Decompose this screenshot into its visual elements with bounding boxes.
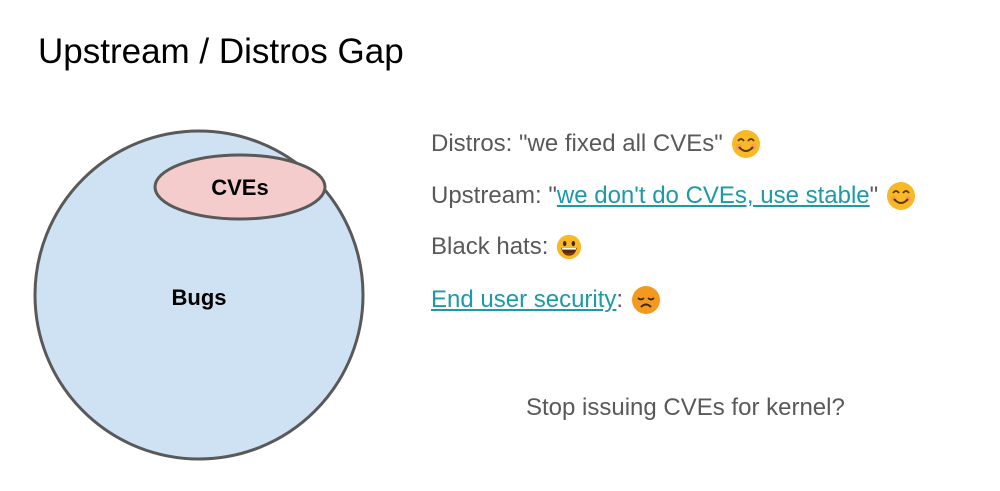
smiling-face-icon (731, 130, 760, 158)
venn-diagram: CVEs Bugs (33, 129, 365, 461)
closing-question: Stop issuing CVEs for kernel? (526, 394, 845, 421)
slide-title: Upstream / Distros Gap (38, 32, 404, 71)
stable-link[interactable]: we don't do CVEs, use stable (556, 182, 870, 209)
line-suffix: : (616, 286, 624, 313)
line-upstream: Upstream: " we don't do CVEs, use stable " (431, 181, 916, 211)
line-text: Black hats: (431, 233, 549, 260)
line-text: Distros: "we fixed all CVEs" (431, 130, 723, 157)
smiling-face-icon (887, 182, 916, 210)
line-end-user: End user security: (431, 285, 661, 315)
line-suffix: " (869, 182, 879, 209)
line-distros: Distros: "we fixed all CVEs" (431, 129, 761, 159)
bugs-label: Bugs (172, 285, 227, 310)
cves-ellipse (153, 153, 327, 221)
line-black-hats: Black hats: (431, 233, 582, 261)
cves-label: CVEs (211, 175, 268, 200)
grinning-face-icon (557, 234, 582, 260)
line-text: Upstream: " (431, 182, 557, 209)
end-user-security-link[interactable]: End user security (431, 286, 617, 313)
disappointed-face-icon (632, 286, 661, 314)
